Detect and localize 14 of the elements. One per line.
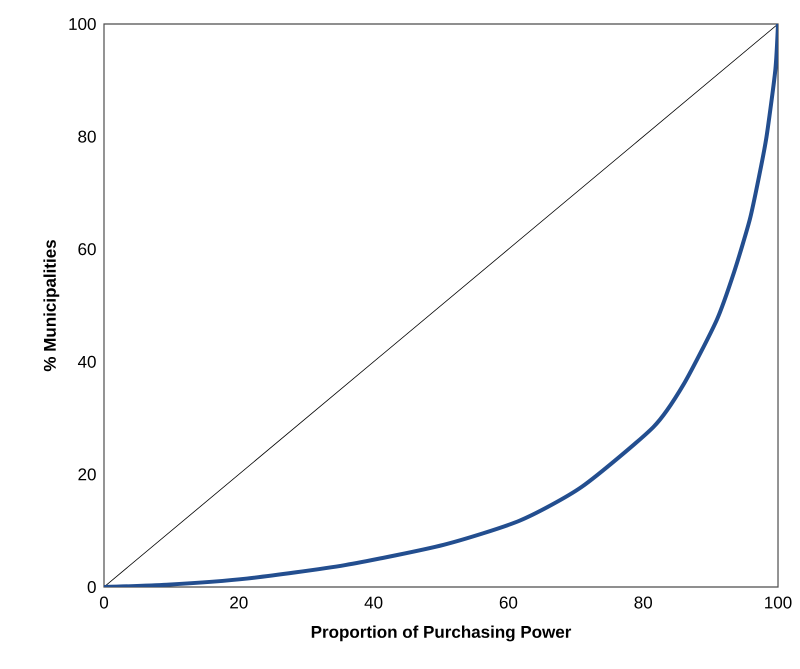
x-tick-label: 60	[500, 596, 518, 609]
y-tick-label: 60	[78, 243, 96, 256]
y-tick-label: 80	[78, 130, 96, 143]
x-tick-label: 0	[100, 596, 108, 609]
y-tick-label: 40	[78, 356, 96, 368]
x-tick-label: 20	[230, 596, 248, 609]
y-tick-label: 20	[78, 468, 96, 480]
y-axis-title: % Municipalities	[43, 240, 60, 372]
x-tick-label: 80	[634, 596, 652, 609]
x-tick-label: 100	[765, 596, 792, 609]
x-tick-label: 40	[364, 596, 382, 609]
y-tick-label: 0	[88, 580, 96, 594]
x-axis-title: Proportion of Purchasing Power	[312, 625, 572, 642]
y-tick-label: 100	[69, 18, 96, 30]
